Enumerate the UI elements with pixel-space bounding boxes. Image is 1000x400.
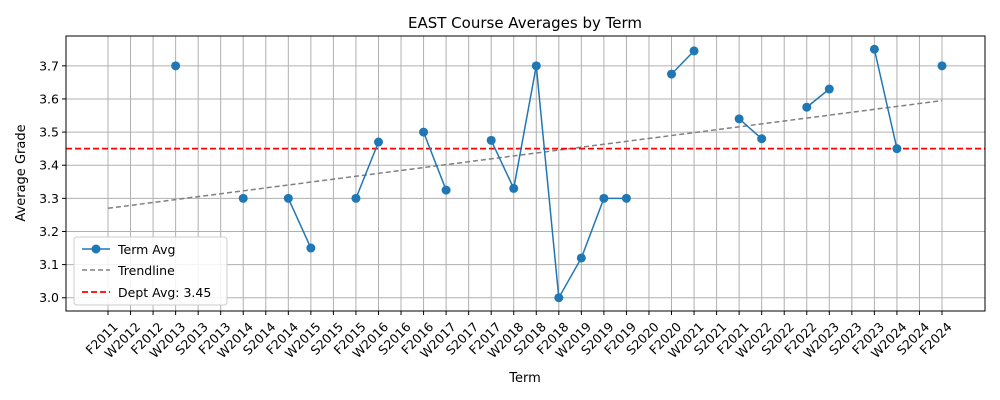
data-point <box>351 193 361 203</box>
y-tick-label: 3.5 <box>39 125 59 140</box>
series-line-segment <box>873 49 898 149</box>
data-point <box>306 243 316 253</box>
series-line-segment <box>670 50 695 75</box>
data-point <box>373 137 383 147</box>
series-line-segment <box>738 118 763 140</box>
data-point <box>531 61 541 71</box>
legend-marker-term-avg <box>91 244 101 254</box>
data-point <box>486 135 496 145</box>
y-tick-label: 3.2 <box>39 224 59 239</box>
data-point <box>599 193 609 203</box>
data-point <box>824 84 834 94</box>
y-axis-label: Average Grade <box>14 124 29 221</box>
y-tick-label: 3.7 <box>39 58 59 73</box>
data-point <box>171 61 181 71</box>
y-axis-ticks: 3.0 3.1 3.2 3.3 3.4 3.5 3.6 3.7 <box>39 58 66 305</box>
legend: Term Avg Trendline Dept Avg: 3.45 <box>73 236 228 306</box>
chart-title: EAST Course Averages by Term <box>408 14 642 32</box>
data-point <box>937 61 947 71</box>
y-tick-label: 3.3 <box>39 191 59 206</box>
plot-marks <box>66 44 985 303</box>
data-point <box>509 183 519 193</box>
data-point <box>283 193 293 203</box>
y-tick-label: 3.1 <box>39 257 59 272</box>
data-point <box>554 293 564 303</box>
data-point <box>667 69 677 79</box>
series-line-segment <box>287 198 312 249</box>
y-tick-label: 3.6 <box>39 91 59 106</box>
data-point <box>441 185 451 195</box>
data-point <box>238 193 248 203</box>
data-point <box>734 114 744 124</box>
data-point <box>419 127 429 137</box>
legend-box <box>73 236 228 306</box>
data-point <box>802 102 812 112</box>
x-axis-label: Term <box>508 371 541 386</box>
series-line-segment <box>355 141 380 199</box>
data-point <box>757 134 767 144</box>
y-tick-label: 3.0 <box>39 290 59 305</box>
y-tick-label: 3.4 <box>39 158 59 173</box>
series-line-segment <box>806 88 830 108</box>
legend-label-trendline: Trendline <box>117 263 175 278</box>
legend-label-dept-avg: Dept Avg: 3.45 <box>118 285 211 300</box>
series-line-segment <box>422 131 447 191</box>
data-point <box>869 44 879 54</box>
data-point <box>621 193 631 203</box>
plot-frame <box>65 35 986 312</box>
data-point <box>576 253 586 263</box>
x-axis-ticks: F2011W2012F2012W2013S2013F2013W2014S2014… <box>83 311 955 361</box>
trendline <box>107 99 943 210</box>
data-point <box>892 144 902 154</box>
data-point <box>689 46 699 56</box>
legend-label-term-avg: Term Avg <box>117 242 175 257</box>
